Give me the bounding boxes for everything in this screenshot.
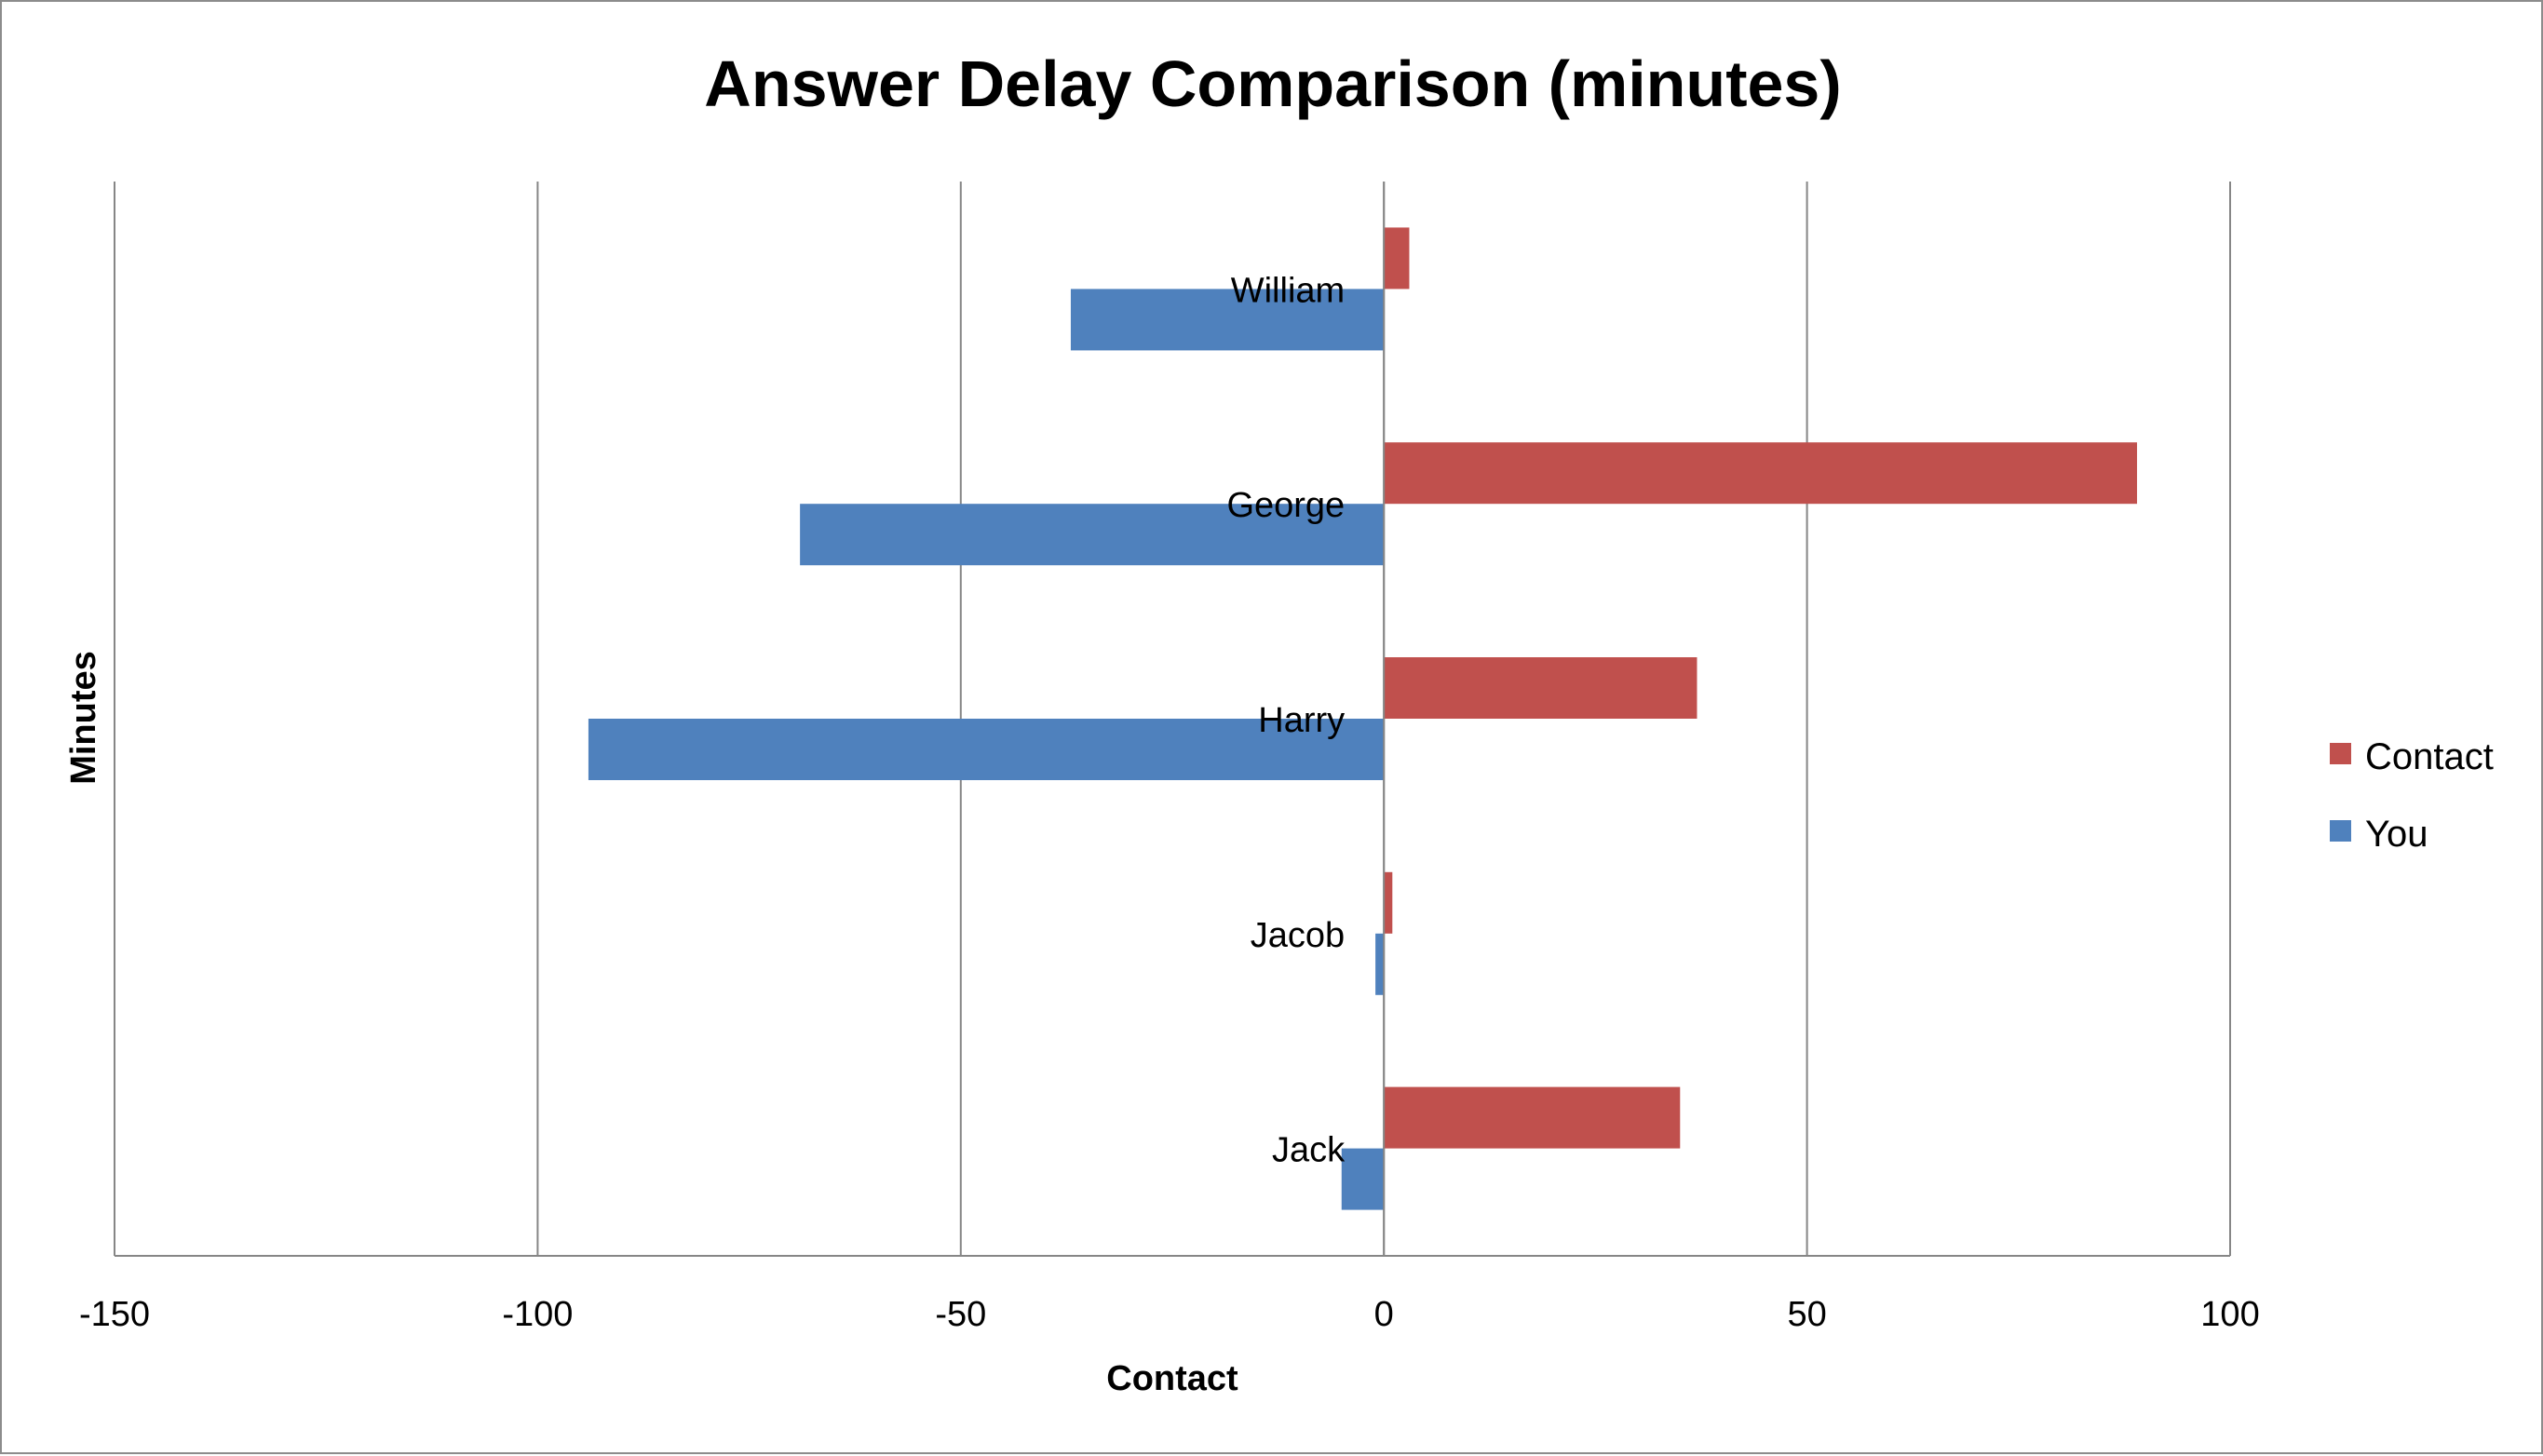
y-axis-title: Minutes xyxy=(64,651,103,785)
legend: Contact You xyxy=(2330,736,2494,855)
x-tick-label: -100 xyxy=(502,1295,573,1334)
category-labels: William George Harry Jacob Jack xyxy=(1226,271,1346,1169)
bar-contact-william xyxy=(1384,227,1410,290)
x-tick-label: -50 xyxy=(935,1295,986,1334)
legend-swatch-contact xyxy=(2330,743,2351,764)
bar-you-jacob xyxy=(1375,933,1385,995)
bar-you-william xyxy=(1070,289,1385,351)
legend-swatch-you xyxy=(2330,820,2351,842)
x-axis-title: Contact xyxy=(1106,1359,1238,1398)
legend-label-you: You xyxy=(2365,814,2428,855)
category-label: Harry xyxy=(1258,701,1345,740)
x-tick-label: 50 xyxy=(1787,1295,1826,1334)
bar-you-george xyxy=(800,504,1385,566)
chart-title: Answer Delay Comparison (minutes) xyxy=(704,47,1841,120)
bars xyxy=(588,182,2138,1256)
category-label: William xyxy=(1231,271,1345,310)
x-tick-label: -150 xyxy=(79,1295,150,1334)
bar-contact-jack xyxy=(1384,1086,1681,1149)
x-axis-ticks: -150 -100 -50 0 50 100 xyxy=(79,1295,2260,1334)
bar-contact-george xyxy=(1384,442,2138,505)
x-tick-label: 0 xyxy=(1374,1295,1394,1334)
category-label: George xyxy=(1226,486,1345,525)
bar-you-harry xyxy=(588,719,1385,780)
legend-label-contact: Contact xyxy=(2365,736,2494,777)
bar-you-jack xyxy=(1341,1148,1385,1210)
bar-contact-jacob xyxy=(1384,871,1393,934)
category-label: Jack xyxy=(1272,1131,1346,1170)
category-label: Jacob xyxy=(1251,916,1345,955)
bar-contact-harry xyxy=(1384,657,1698,719)
x-tick-label: 100 xyxy=(2200,1295,2259,1334)
